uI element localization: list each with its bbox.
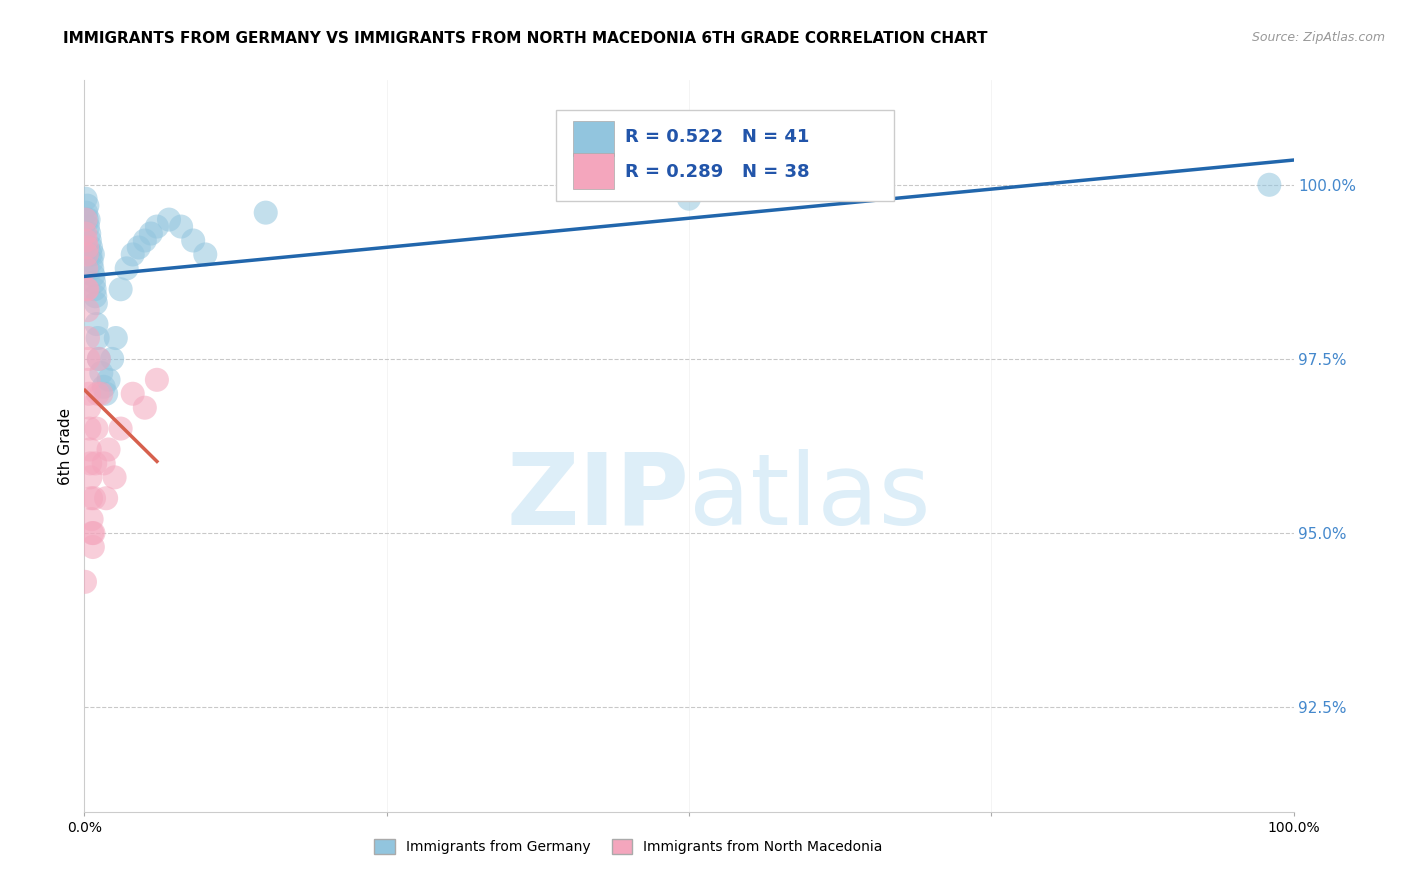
Point <box>82 247 104 261</box>
Point <box>77 386 100 401</box>
Point <box>110 282 132 296</box>
Point <box>77 351 100 366</box>
Point <box>80 240 103 254</box>
Point <box>75 227 97 241</box>
Point <box>83 275 105 289</box>
Point <box>84 296 107 310</box>
Point <box>77 401 100 415</box>
Point <box>97 373 120 387</box>
Point <box>86 331 108 345</box>
Point <box>128 240 150 254</box>
Point <box>79 470 101 484</box>
Point <box>77 373 100 387</box>
Point <box>82 268 104 283</box>
Point <box>121 247 143 261</box>
Point <box>254 205 277 219</box>
Point <box>134 234 156 248</box>
Point <box>94 491 117 506</box>
Point <box>76 212 98 227</box>
Point <box>93 380 115 394</box>
Point <box>170 219 193 234</box>
Y-axis label: 6th Grade: 6th Grade <box>58 408 73 484</box>
Point <box>77 331 100 345</box>
Point <box>139 227 162 241</box>
Point <box>73 574 96 589</box>
Point <box>146 373 169 387</box>
Point <box>82 526 104 541</box>
Point <box>79 234 101 248</box>
Point <box>76 247 98 261</box>
Point <box>97 442 120 457</box>
Point <box>79 247 101 261</box>
Point <box>90 386 112 401</box>
Point <box>134 401 156 415</box>
Text: R = 0.289   N = 38: R = 0.289 N = 38 <box>624 162 810 181</box>
Point <box>146 219 169 234</box>
FancyBboxPatch shape <box>555 110 894 201</box>
Text: ZIP: ZIP <box>506 449 689 546</box>
Point <box>76 282 98 296</box>
Point <box>80 254 103 268</box>
Point <box>86 421 108 435</box>
Point <box>121 386 143 401</box>
Point <box>75 212 97 227</box>
Point <box>75 261 97 276</box>
Point <box>76 199 98 213</box>
Point <box>75 234 97 248</box>
Point <box>181 234 204 248</box>
Point <box>76 240 98 254</box>
Point <box>86 317 108 331</box>
Point <box>79 421 101 435</box>
Point <box>77 212 100 227</box>
Point <box>1258 178 1281 192</box>
Text: IMMIGRANTS FROM GERMANY VS IMMIGRANTS FROM NORTH MACEDONIA 6TH GRADE CORRELATION: IMMIGRANTS FROM GERMANY VS IMMIGRANTS FR… <box>63 31 988 46</box>
Point <box>82 261 104 276</box>
Point <box>194 247 217 261</box>
Point <box>84 457 107 471</box>
FancyBboxPatch shape <box>572 153 614 188</box>
Point <box>82 540 104 554</box>
Point <box>77 227 100 241</box>
Point <box>157 212 180 227</box>
Point <box>83 491 105 506</box>
Point <box>75 205 97 219</box>
Point <box>84 289 107 303</box>
Point <box>80 491 103 506</box>
Point <box>76 303 98 318</box>
Point <box>104 331 127 345</box>
Point <box>80 512 103 526</box>
Point <box>75 192 97 206</box>
Point <box>86 386 108 401</box>
Point <box>76 282 98 296</box>
Legend: Immigrants from Germany, Immigrants from North Macedonia: Immigrants from Germany, Immigrants from… <box>368 834 889 860</box>
Point <box>115 261 138 276</box>
Point <box>101 351 124 366</box>
Point <box>83 282 105 296</box>
Text: R = 0.522   N = 41: R = 0.522 N = 41 <box>624 128 810 145</box>
Text: Source: ZipAtlas.com: Source: ZipAtlas.com <box>1251 31 1385 45</box>
Point <box>82 526 104 541</box>
Point <box>94 386 117 401</box>
Text: atlas: atlas <box>689 449 931 546</box>
FancyBboxPatch shape <box>572 120 614 155</box>
Point <box>77 219 100 234</box>
Point <box>87 351 110 366</box>
Point <box>90 366 112 380</box>
Point <box>79 457 101 471</box>
Point <box>93 457 115 471</box>
Point <box>79 442 101 457</box>
Point <box>678 192 700 206</box>
Point <box>87 351 110 366</box>
Point <box>110 421 132 435</box>
Point <box>104 470 127 484</box>
